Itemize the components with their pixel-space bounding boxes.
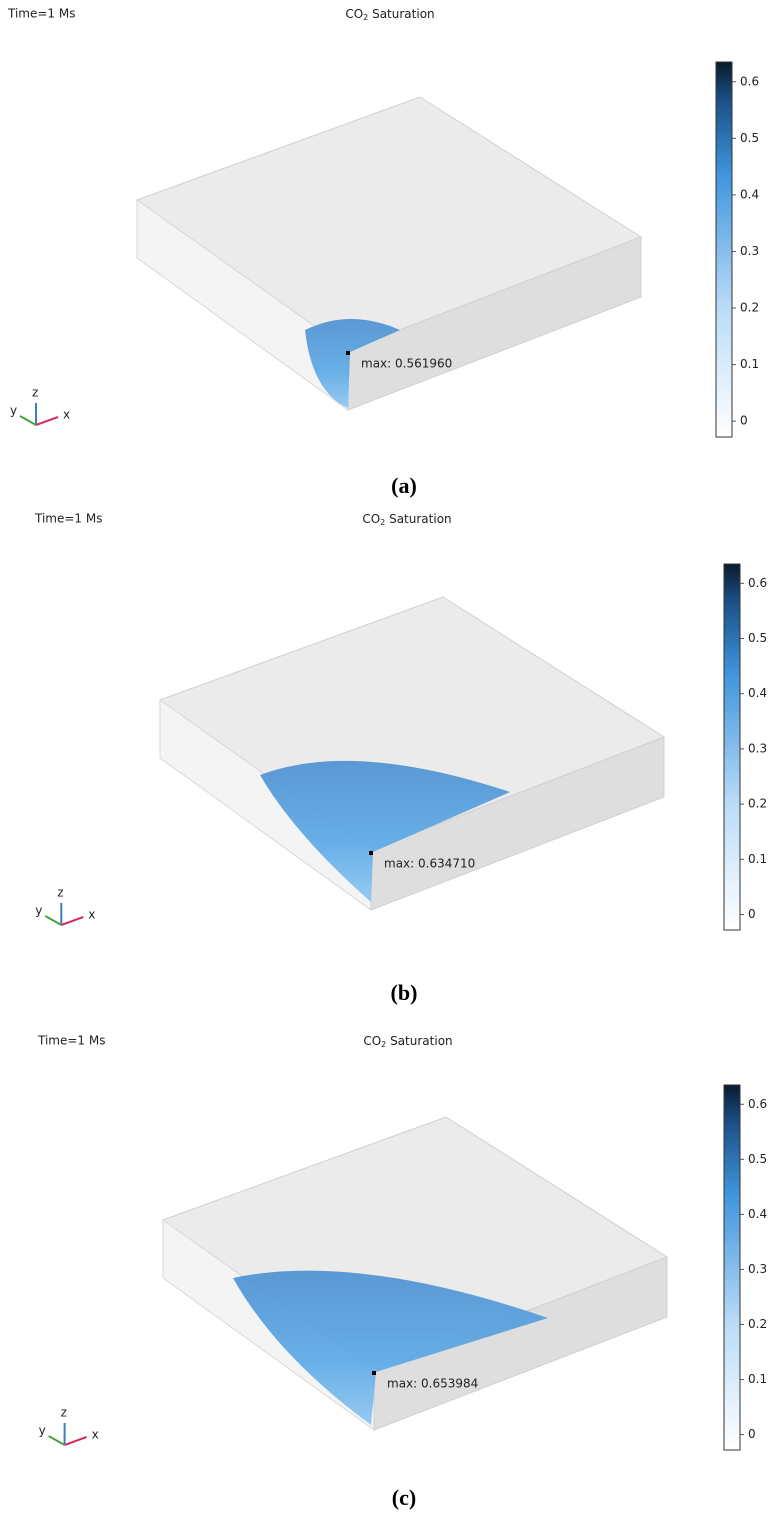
triad-z-label: z — [32, 386, 38, 400]
panel-caption: (b) — [391, 980, 418, 1005]
triad-x — [35, 416, 59, 426]
triad-y-label: y — [10, 404, 17, 418]
box-right — [373, 1256, 668, 1431]
title-subscript: 2 — [381, 1040, 386, 1049]
axis-triad: x y z — [35, 886, 95, 926]
panel-caption: (a) — [391, 473, 417, 498]
panel-caption: (c) — [392, 1485, 416, 1510]
title-subscript: 2 — [363, 13, 368, 22]
triad-x-label: x — [88, 908, 95, 922]
colorbar — [723, 563, 741, 931]
max-marker — [346, 351, 350, 355]
domain-box: max: 0.634710 — [158, 596, 666, 911]
title-part: Saturation — [368, 7, 434, 21]
colorbar-tick-label: 0.5 — [748, 631, 767, 645]
colorbar-tick-label: 0.1 — [740, 357, 759, 371]
max-label: max: 0.634710 — [384, 857, 475, 871]
triad-y-label: y — [39, 1424, 46, 1438]
colorbar-tick-label: 0.4 — [748, 1207, 767, 1221]
max-marker — [372, 1371, 376, 1375]
panel: Time=1 Ms CO2 Saturation max: 0.653984 x y z 0… — [37, 1034, 767, 1511]
triad-x — [64, 1436, 87, 1446]
title-part: Saturation — [385, 512, 451, 526]
triad-x-label: x — [63, 408, 70, 422]
co2-plume — [233, 1270, 548, 1425]
time-label: Time=1 Ms — [37, 1034, 105, 1048]
axis-triad: x y z — [39, 1406, 99, 1446]
colorbar-tick-label: 0 — [748, 1427, 756, 1441]
colorbar-tick-label: 0.5 — [740, 131, 759, 145]
title-part: CO — [363, 1034, 381, 1048]
colorbar-tick-label: 0.1 — [748, 852, 767, 866]
time-label: Time=1 Ms — [34, 512, 102, 526]
colorbar-tick-label: 0.3 — [748, 741, 767, 755]
triad-y-label: y — [35, 904, 42, 918]
plot-title: CO2 Saturation — [345, 7, 434, 22]
colorbar-tick-label: 0.2 — [740, 301, 759, 315]
triad-y — [19, 415, 37, 426]
colorbar-tick-label: 0.6 — [748, 576, 767, 590]
title-part: Saturation — [386, 1034, 452, 1048]
domain-box: max: 0.653984 — [161, 1116, 669, 1431]
max-marker — [369, 851, 373, 855]
time-label: Time=1 Ms — [7, 7, 75, 21]
colorbar-tick-label: 0.3 — [740, 244, 759, 258]
colorbar-tick-label: 0.4 — [748, 686, 767, 700]
title-subscript: 2 — [380, 518, 385, 527]
max-label: max: 0.653984 — [387, 1377, 478, 1391]
colorbar-tick-label: 0 — [748, 907, 756, 921]
triad-z-label: z — [61, 1406, 67, 1420]
colorbar-tick-label: 0.1 — [748, 1372, 767, 1386]
axis-triad: x y z — [10, 386, 70, 426]
colorbar-tick-label: 0.4 — [740, 187, 759, 201]
triad-z-label: z — [57, 886, 63, 900]
colorbar-tick-label: 0 — [740, 414, 748, 428]
title-part: CO — [345, 7, 363, 21]
triad-y — [48, 1435, 66, 1446]
max-label: max: 0.561960 — [361, 357, 452, 371]
triad-x — [60, 916, 84, 926]
colorbar — [723, 1084, 741, 1451]
title-part: CO — [362, 512, 380, 526]
triad-y — [44, 915, 62, 926]
colorbar-tick-label: 0.2 — [748, 1317, 767, 1331]
plot-title: CO2 Saturation — [362, 512, 451, 527]
colorbar — [715, 61, 733, 438]
colorbar-tick-label: 0.2 — [748, 797, 767, 811]
co2-plume — [305, 319, 400, 408]
colorbar-tick-label: 0.6 — [740, 74, 759, 88]
colorbar-tick-label: 0.3 — [748, 1262, 767, 1276]
panel: Time=1 Ms CO2 Saturation max: 0.634710 x y z 0… — [34, 512, 767, 1006]
panel: Time=1 Ms CO2 Saturation max: 0.561960 x y z 0… — [7, 7, 759, 499]
plot-title: CO2 Saturation — [363, 1034, 452, 1049]
domain-box: max: 0.561960 — [135, 96, 643, 411]
co2-plume — [260, 760, 510, 902]
colorbar-tick-label: 0.5 — [748, 1152, 767, 1166]
triad-x-label: x — [92, 1428, 99, 1442]
colorbar-tick-label: 0.6 — [748, 1097, 767, 1111]
